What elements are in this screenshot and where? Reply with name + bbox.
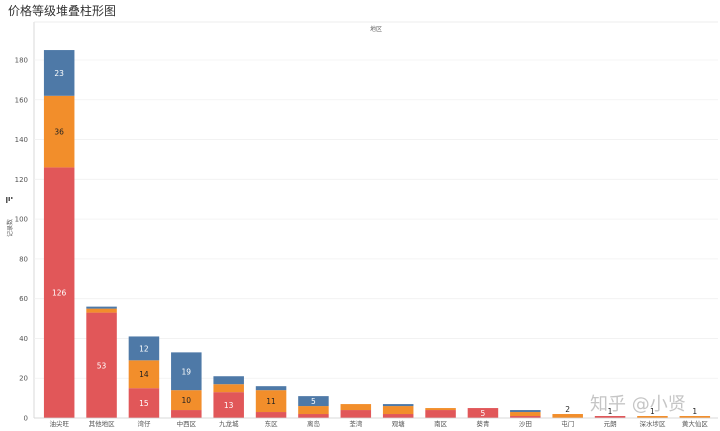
category-label: 湾仔	[137, 419, 151, 428]
top-axis-label: 地区	[370, 25, 382, 33]
y-tick-label: 120	[15, 176, 28, 184]
bar-segment	[128, 360, 160, 389]
y-tick-label: 160	[15, 96, 28, 104]
y-tick-label: 40	[19, 335, 28, 343]
bar-segment	[255, 412, 287, 418]
bar-segment	[425, 408, 456, 411]
y-axis-title: 记录数	[6, 219, 14, 237]
bar-value-label: 53	[97, 361, 107, 370]
bar-segment	[298, 396, 329, 407]
bar-segment	[382, 406, 414, 415]
bar-value-label: 13	[224, 401, 234, 410]
bar-segment	[382, 404, 414, 407]
bar-segment	[171, 410, 202, 418]
bar-segment	[594, 416, 626, 418]
y-tick-label: 60	[19, 295, 28, 303]
bar-value-label: 23	[54, 69, 64, 78]
bar-segment	[86, 308, 117, 313]
bar-segment	[171, 352, 202, 391]
bar-value-label: 5	[311, 397, 316, 406]
watermark: 知乎 @小贤	[590, 394, 686, 415]
category-label: 荃湾	[349, 419, 363, 428]
bar-segment	[467, 408, 499, 418]
bar-value-label: 15	[139, 399, 149, 408]
bar-segment	[382, 414, 414, 418]
chart-title: 价格等级堆叠柱形图	[8, 4, 117, 18]
bar-segment	[86, 306, 117, 309]
category-label: 九龙城	[219, 419, 239, 428]
bar-value-label: 36	[54, 128, 64, 137]
bar-segment	[340, 404, 372, 411]
y-tick-label: 180	[15, 57, 28, 65]
category-label: 离岛	[307, 419, 320, 428]
y-tick-label: 0	[24, 415, 28, 423]
bar-segment	[340, 410, 372, 418]
bar-segment	[43, 95, 75, 168]
bar-segment	[213, 376, 244, 385]
y-tick-label: 140	[15, 136, 28, 144]
y-tick-label: 80	[19, 255, 28, 263]
category-label: 黄大仙区	[682, 419, 709, 428]
bar-segment	[679, 416, 711, 418]
bar-segment	[171, 390, 202, 411]
bar-segment	[255, 386, 287, 391]
bar-value-label: 1	[692, 407, 697, 416]
category-label: 观塘	[392, 419, 406, 428]
bar-value-label: 19	[182, 367, 192, 376]
bar-value-label: 2	[565, 405, 570, 414]
bar-segment	[86, 312, 117, 418]
category-label: 元朗	[604, 419, 617, 428]
bar-value-label: 1	[608, 407, 613, 416]
bar-segment	[43, 50, 75, 96]
bar-value-label: 14	[139, 370, 149, 379]
bar-value-label: 11	[266, 397, 276, 406]
category-label: 南区	[434, 419, 448, 428]
bar-segment	[510, 416, 541, 418]
bar-segment	[255, 390, 287, 413]
bar-segment	[298, 414, 329, 418]
category-label: 其他地区	[89, 419, 116, 428]
bar-value-label: 1	[650, 407, 655, 416]
bar-value-label: 5	[481, 409, 486, 418]
bar-value-label: 10	[182, 396, 192, 405]
bar-segment	[128, 388, 160, 418]
category-label: 沙田	[519, 420, 532, 428]
bar-segment	[213, 384, 244, 393]
bar-segment	[128, 336, 160, 361]
sort-icon	[6, 197, 13, 203]
bar-segment	[552, 414, 583, 418]
y-tick-label: 20	[19, 375, 28, 383]
bar-segment	[43, 167, 75, 418]
bar-segment	[510, 410, 541, 413]
bar-segment	[637, 416, 668, 418]
bar-value-label: 12	[139, 344, 149, 353]
y-tick-label: 100	[15, 216, 28, 224]
category-label: 东区	[265, 419, 279, 428]
bar-segment	[213, 392, 244, 418]
bar-value-label: 126	[52, 289, 67, 298]
category-label: 油尖旺	[49, 419, 69, 428]
category-label: 屯门	[561, 419, 574, 428]
bar-segment	[298, 406, 329, 415]
category-label: 葵青	[476, 419, 490, 428]
category-label: 中西区	[177, 419, 197, 428]
bar-segment	[425, 410, 456, 418]
bar-segment	[510, 412, 541, 417]
category-label: 深水埗区	[639, 419, 666, 428]
